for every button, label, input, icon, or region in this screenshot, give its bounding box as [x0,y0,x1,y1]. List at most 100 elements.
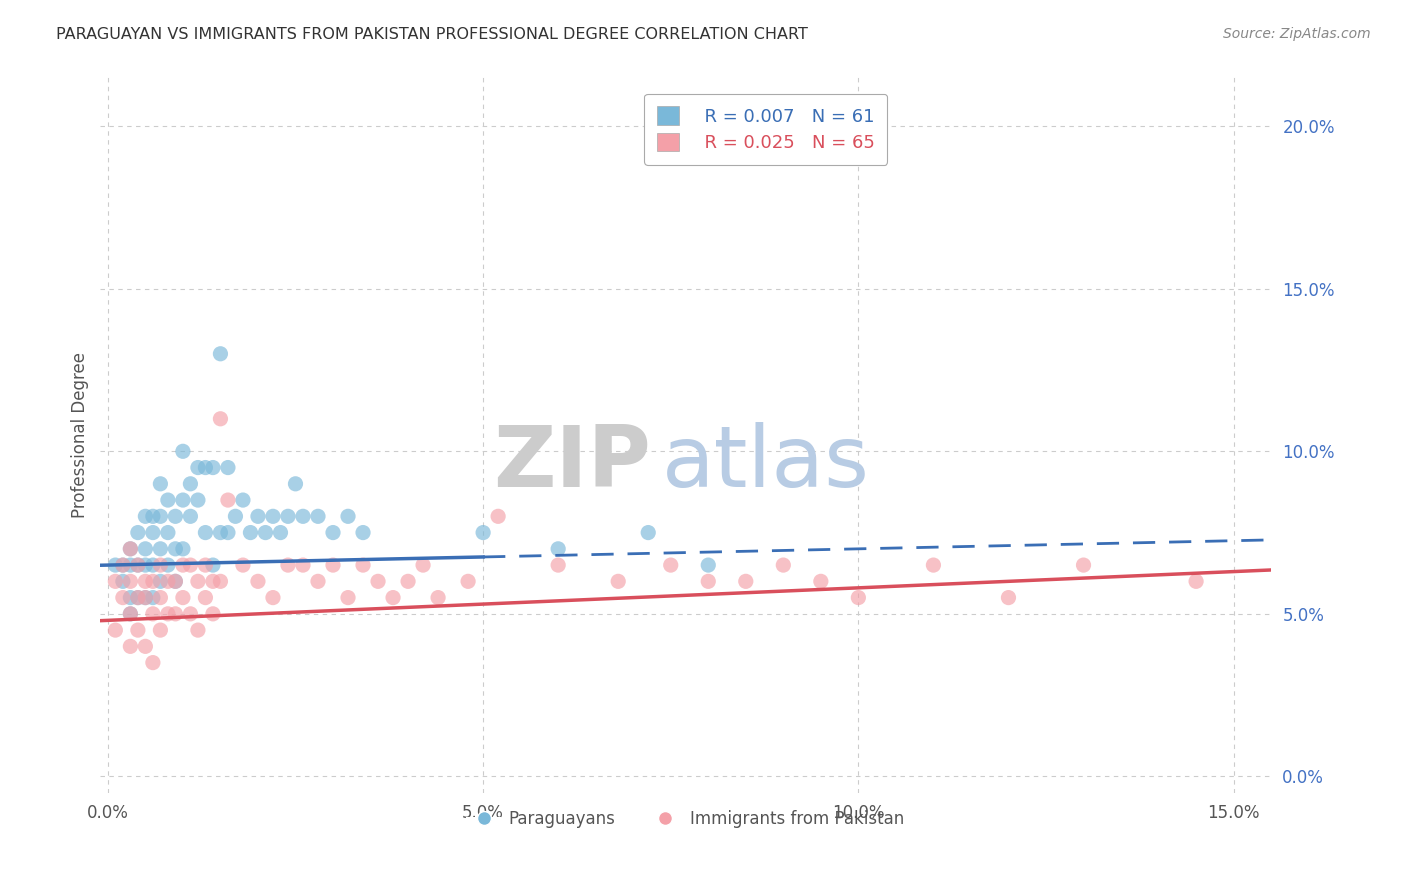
Point [997,591,1019,605]
Point [179,476,201,491]
Point [142,656,165,670]
Point [142,509,165,524]
Point [134,640,156,654]
Point [134,541,156,556]
Point [637,525,659,540]
Point [194,460,217,475]
Point [134,558,156,573]
Point [165,574,187,589]
Point [172,444,194,458]
Point [111,591,134,605]
Point [427,591,450,605]
Y-axis label: Professional Degree: Professional Degree [72,352,89,518]
Point [307,509,329,524]
Point [217,525,239,540]
Point [187,460,209,475]
Point [547,558,569,573]
Point [149,558,172,573]
Point [165,574,187,589]
Point [172,591,194,605]
Point [104,623,127,637]
Point [127,591,149,605]
Point [127,623,149,637]
Point [187,493,209,508]
Point [172,541,194,556]
Point [322,525,344,540]
Point [120,574,142,589]
Point [172,558,194,573]
Point [254,525,277,540]
Point [232,493,254,508]
Point [179,509,201,524]
Point [277,509,299,524]
Point [165,509,187,524]
Point [149,509,172,524]
Point [291,509,314,524]
Point [142,591,165,605]
Point [142,574,165,589]
Point [187,623,209,637]
Point [179,607,201,621]
Point [127,558,149,573]
Point [284,476,307,491]
Point [111,558,134,573]
Point [232,558,254,573]
Text: ZIP: ZIP [494,422,651,505]
Point [201,460,224,475]
Point [337,509,360,524]
Point [217,493,239,508]
Legend: Paraguayans, Immigrants from Pakistan: Paraguayans, Immigrants from Pakistan [460,803,911,834]
Point [457,574,479,589]
Point [127,591,149,605]
Point [111,574,134,589]
Point [734,574,756,589]
Text: Source: ZipAtlas.com: Source: ZipAtlas.com [1223,27,1371,41]
Point [209,411,232,425]
Point [224,509,246,524]
Point [134,574,156,589]
Point [104,558,127,573]
Point [201,607,224,621]
Point [127,525,149,540]
Point [772,558,794,573]
Point [120,607,142,621]
Point [201,574,224,589]
Point [269,525,291,540]
Point [262,509,284,524]
Point [922,558,945,573]
Point [149,591,172,605]
Point [209,525,232,540]
Point [194,591,217,605]
Point [142,558,165,573]
Point [246,574,269,589]
Point [396,574,419,589]
Point [367,574,389,589]
Point [607,574,630,589]
Point [156,607,179,621]
Point [156,525,179,540]
Text: PARAGUAYAN VS IMMIGRANTS FROM PAKISTAN PROFESSIONAL DEGREE CORRELATION CHART: PARAGUAYAN VS IMMIGRANTS FROM PAKISTAN P… [56,27,808,42]
Point [486,509,509,524]
Point [697,574,720,589]
Point [217,460,239,475]
Point [352,525,374,540]
Point [120,607,142,621]
Point [156,493,179,508]
Point [194,525,217,540]
Point [156,574,179,589]
Point [134,509,156,524]
Point [848,591,870,605]
Point [659,558,682,573]
Point [246,509,269,524]
Point [111,558,134,573]
Point [810,574,832,589]
Point [472,525,495,540]
Point [179,558,201,573]
Point [1073,558,1095,573]
Point [262,591,284,605]
Point [322,558,344,573]
Point [165,541,187,556]
Point [165,607,187,621]
Point [382,591,405,605]
Point [697,558,720,573]
